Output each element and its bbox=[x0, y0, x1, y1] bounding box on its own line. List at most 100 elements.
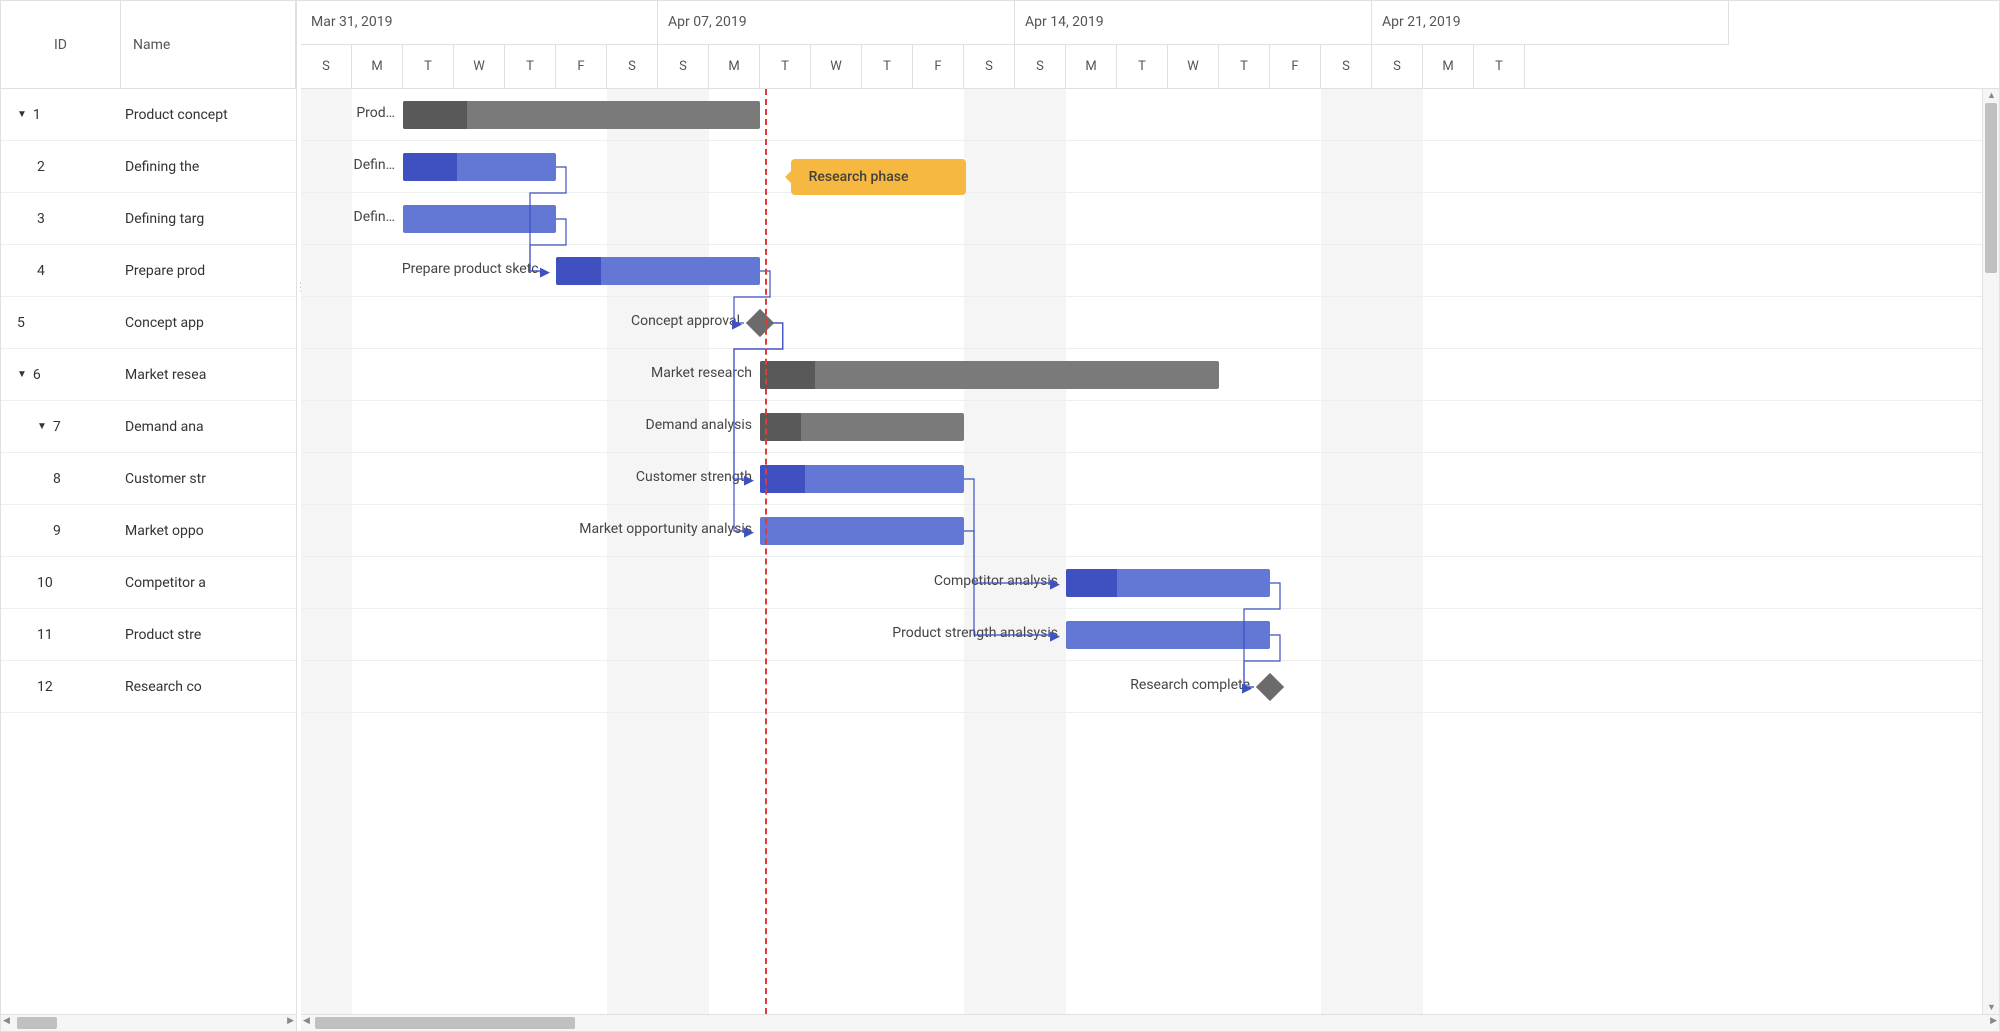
day-header-cell: W bbox=[811, 45, 862, 89]
timeline-vertical-scrollbar[interactable] bbox=[1982, 89, 1999, 1014]
task-row[interactable]: 8Customer str bbox=[1, 453, 296, 505]
day-header-cell: W bbox=[1168, 45, 1219, 89]
task-row[interactable]: ▼1Product concept bbox=[1, 89, 296, 141]
week-header-cell: Apr 14, 2019 bbox=[1015, 1, 1372, 45]
task-row[interactable]: 12 Research co bbox=[1, 661, 296, 713]
day-header-cell: F bbox=[1270, 45, 1321, 89]
task-row[interactable]: 11Product stre bbox=[1, 609, 296, 661]
bar-label: Customer strength bbox=[301, 469, 752, 485]
task-name: Customer str bbox=[121, 471, 296, 487]
summary-bar[interactable] bbox=[403, 101, 760, 129]
week-header-cell: Apr 21, 2019 bbox=[1372, 1, 1729, 45]
day-header-cell: S bbox=[1321, 45, 1372, 89]
task-name: Prepare prod bbox=[121, 263, 296, 279]
chart-row: Defin… bbox=[301, 141, 1999, 193]
task-row[interactable]: 5Concept app bbox=[1, 297, 296, 349]
task-name: Demand ana bbox=[121, 419, 296, 435]
milestone[interactable] bbox=[1256, 673, 1284, 701]
summary-bar[interactable] bbox=[760, 361, 1219, 389]
chart-row: Market research bbox=[301, 349, 1999, 401]
task-row[interactable]: 4 Prepare prod bbox=[1, 245, 296, 297]
column-header-id[interactable]: ID bbox=[1, 1, 121, 88]
task-name: Product stre bbox=[121, 627, 296, 643]
bar-label: Research complete bbox=[301, 677, 1250, 693]
bar-label: Prod… bbox=[301, 105, 395, 121]
today-indicator bbox=[765, 89, 767, 1014]
timeline-horizontal-scrollbar[interactable] bbox=[301, 1014, 1999, 1031]
day-header-cell: M bbox=[1066, 45, 1117, 89]
task-name: Research co bbox=[121, 679, 296, 695]
task-list-header: ID Name bbox=[1, 1, 296, 89]
task-id: 9 bbox=[53, 523, 61, 539]
task-bar[interactable] bbox=[403, 205, 556, 233]
task-id: 1 bbox=[33, 107, 41, 123]
task-id: 2 bbox=[37, 159, 45, 175]
dependency-arrow-icon: ▶ bbox=[1050, 577, 1060, 592]
dependency-arrow-icon: ▶ bbox=[1242, 681, 1252, 696]
timeline-header: Mar 31, 2019Apr 07, 2019Apr 14, 2019Apr … bbox=[301, 1, 1999, 89]
task-id: 4 bbox=[37, 263, 45, 279]
progress-bar bbox=[1066, 569, 1117, 597]
bar-label: Market opportunity analysis bbox=[301, 521, 752, 537]
chart-row: Market opportunity analysis▶ bbox=[301, 505, 1999, 557]
progress-bar bbox=[403, 101, 467, 129]
task-row[interactable]: ▼6Market resea bbox=[1, 349, 296, 401]
task-bar[interactable] bbox=[403, 153, 556, 181]
task-bar[interactable] bbox=[556, 257, 760, 285]
chart-row: Concept approval▶ bbox=[301, 297, 1999, 349]
day-header-cell: T bbox=[505, 45, 556, 89]
bar-label: Prepare product sketc… bbox=[301, 261, 548, 277]
task-name: Competitor a bbox=[121, 575, 296, 591]
progress-bar bbox=[403, 153, 457, 181]
chart-row: Demand analysis bbox=[301, 401, 1999, 453]
task-row[interactable]: ▼ 7 Demand ana bbox=[1, 401, 296, 453]
day-header-cell: M bbox=[709, 45, 760, 89]
task-name: Defining the bbox=[121, 159, 296, 175]
day-header-cell: S bbox=[964, 45, 1015, 89]
bar-label: Product strength analsysis bbox=[301, 625, 1058, 641]
task-bar[interactable] bbox=[760, 465, 964, 493]
task-list-horizontal-scrollbar[interactable] bbox=[1, 1014, 296, 1031]
collapse-icon[interactable]: ▼ bbox=[37, 421, 47, 432]
task-row[interactable]: 3Defining targ bbox=[1, 193, 296, 245]
task-row[interactable]: 10Competitor a bbox=[1, 557, 296, 609]
bar-label: Defin… bbox=[301, 157, 395, 173]
timeline-panel: Mar 31, 2019Apr 07, 2019Apr 14, 2019Apr … bbox=[301, 1, 1999, 1031]
bar-label: Defin… bbox=[301, 209, 395, 225]
chart-row: Research complete▶ bbox=[301, 661, 1999, 713]
day-header-cell: T bbox=[760, 45, 811, 89]
chart-row: Competitor analysis▶ bbox=[301, 557, 1999, 609]
task-bar[interactable] bbox=[760, 517, 964, 545]
day-header-cell: T bbox=[1474, 45, 1525, 89]
summary-bar[interactable] bbox=[760, 413, 964, 441]
task-list-panel: ID Name ▼1Product concept2Defining the3D… bbox=[1, 1, 297, 1031]
task-id: 12 bbox=[37, 679, 53, 695]
chart-row: Customer strength▶ bbox=[301, 453, 1999, 505]
task-id: 7 bbox=[53, 419, 61, 435]
baseline-marker[interactable]: Research phase bbox=[791, 159, 966, 195]
timeline-body[interactable]: Prod…Defin…Defin…Prepare product sketc…▶… bbox=[301, 89, 1999, 1014]
day-header-cell: M bbox=[1423, 45, 1474, 89]
dependency-arrow-icon: ▶ bbox=[744, 525, 754, 540]
day-header-cell: S bbox=[607, 45, 658, 89]
dependency-arrow-icon: ▶ bbox=[744, 473, 754, 488]
collapse-icon[interactable]: ▼ bbox=[17, 109, 27, 120]
task-name: Concept app bbox=[121, 315, 296, 331]
chart-row: Prepare product sketc…▶ bbox=[301, 245, 1999, 297]
task-row[interactable]: 9 Market oppo bbox=[1, 505, 296, 557]
task-bar[interactable] bbox=[1066, 621, 1270, 649]
week-header-cell: Mar 31, 2019 bbox=[301, 1, 658, 45]
column-header-name[interactable]: Name bbox=[121, 1, 296, 88]
chart-row: Product strength analsysis▶ bbox=[301, 609, 1999, 661]
task-name: Market oppo bbox=[121, 523, 296, 539]
dependency-arrow-icon: ▶ bbox=[732, 317, 742, 332]
task-bar[interactable] bbox=[1066, 569, 1270, 597]
day-header-cell: F bbox=[556, 45, 607, 89]
bar-label: Competitor analysis bbox=[301, 573, 1058, 589]
task-row[interactable]: 2 Defining the bbox=[1, 141, 296, 193]
milestone[interactable] bbox=[746, 309, 774, 337]
day-header-cell: W bbox=[454, 45, 505, 89]
collapse-icon[interactable]: ▼ bbox=[17, 369, 27, 380]
day-header-cell: S bbox=[1015, 45, 1066, 89]
day-header-cell: F bbox=[913, 45, 964, 89]
